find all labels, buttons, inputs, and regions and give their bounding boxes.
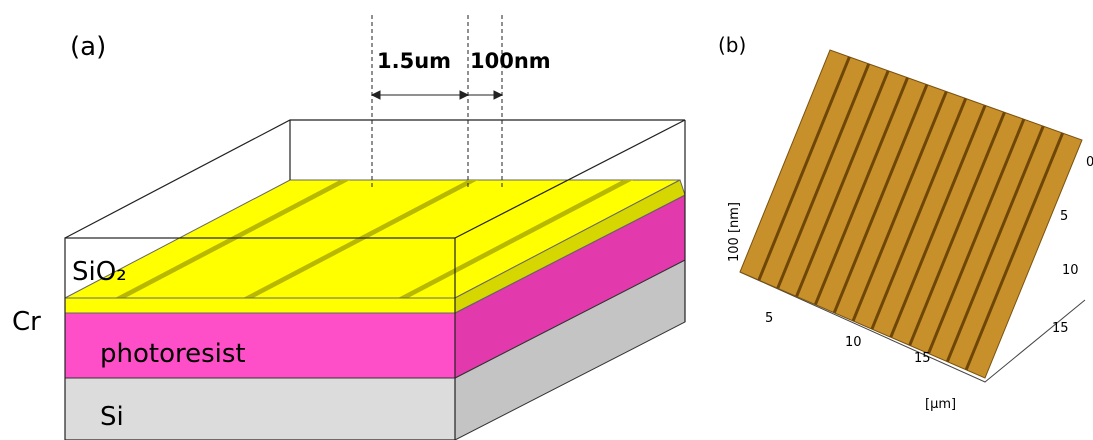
layer-label: Si <box>100 402 124 432</box>
dimension-guides <box>372 15 502 190</box>
cr-front <box>65 298 455 313</box>
dimension-label: 100nm <box>470 49 551 73</box>
layer-label: photoresist <box>100 339 246 369</box>
x-tick-label: 5 <box>765 311 773 326</box>
dimension-label: 1.5um <box>377 49 451 73</box>
x-axis-label: [μm] <box>925 397 956 412</box>
panel-b: (b) 100 [nm] [μm] 5 10 15 0 5 10 15 <box>718 33 1093 412</box>
layer-label: SiO₂ <box>72 257 127 287</box>
arrowhead <box>460 91 468 99</box>
figure: (a) 1.5um 100nm SiO₂ Cr photoresist Si (… <box>0 0 1093 440</box>
y-tick-label: 0 <box>1086 155 1093 170</box>
z-axis-label: 100 [nm] <box>727 202 742 262</box>
panel-label: (b) <box>718 33 746 57</box>
y-tick-label: 5 <box>1060 209 1068 224</box>
y-tick-label: 10 <box>1062 263 1079 278</box>
panel-label: (a) <box>70 32 106 62</box>
x-tick-label: 15 <box>914 351 931 366</box>
y-tick-label: 15 <box>1052 321 1069 336</box>
arrowhead <box>494 91 502 99</box>
layer-label: Cr <box>12 307 41 337</box>
x-tick-label: 10 <box>845 335 862 350</box>
arrowhead <box>372 91 380 99</box>
dimension-arrows <box>372 91 502 99</box>
panel-a: (a) 1.5um 100nm SiO₂ Cr photoresist Si <box>12 15 685 440</box>
